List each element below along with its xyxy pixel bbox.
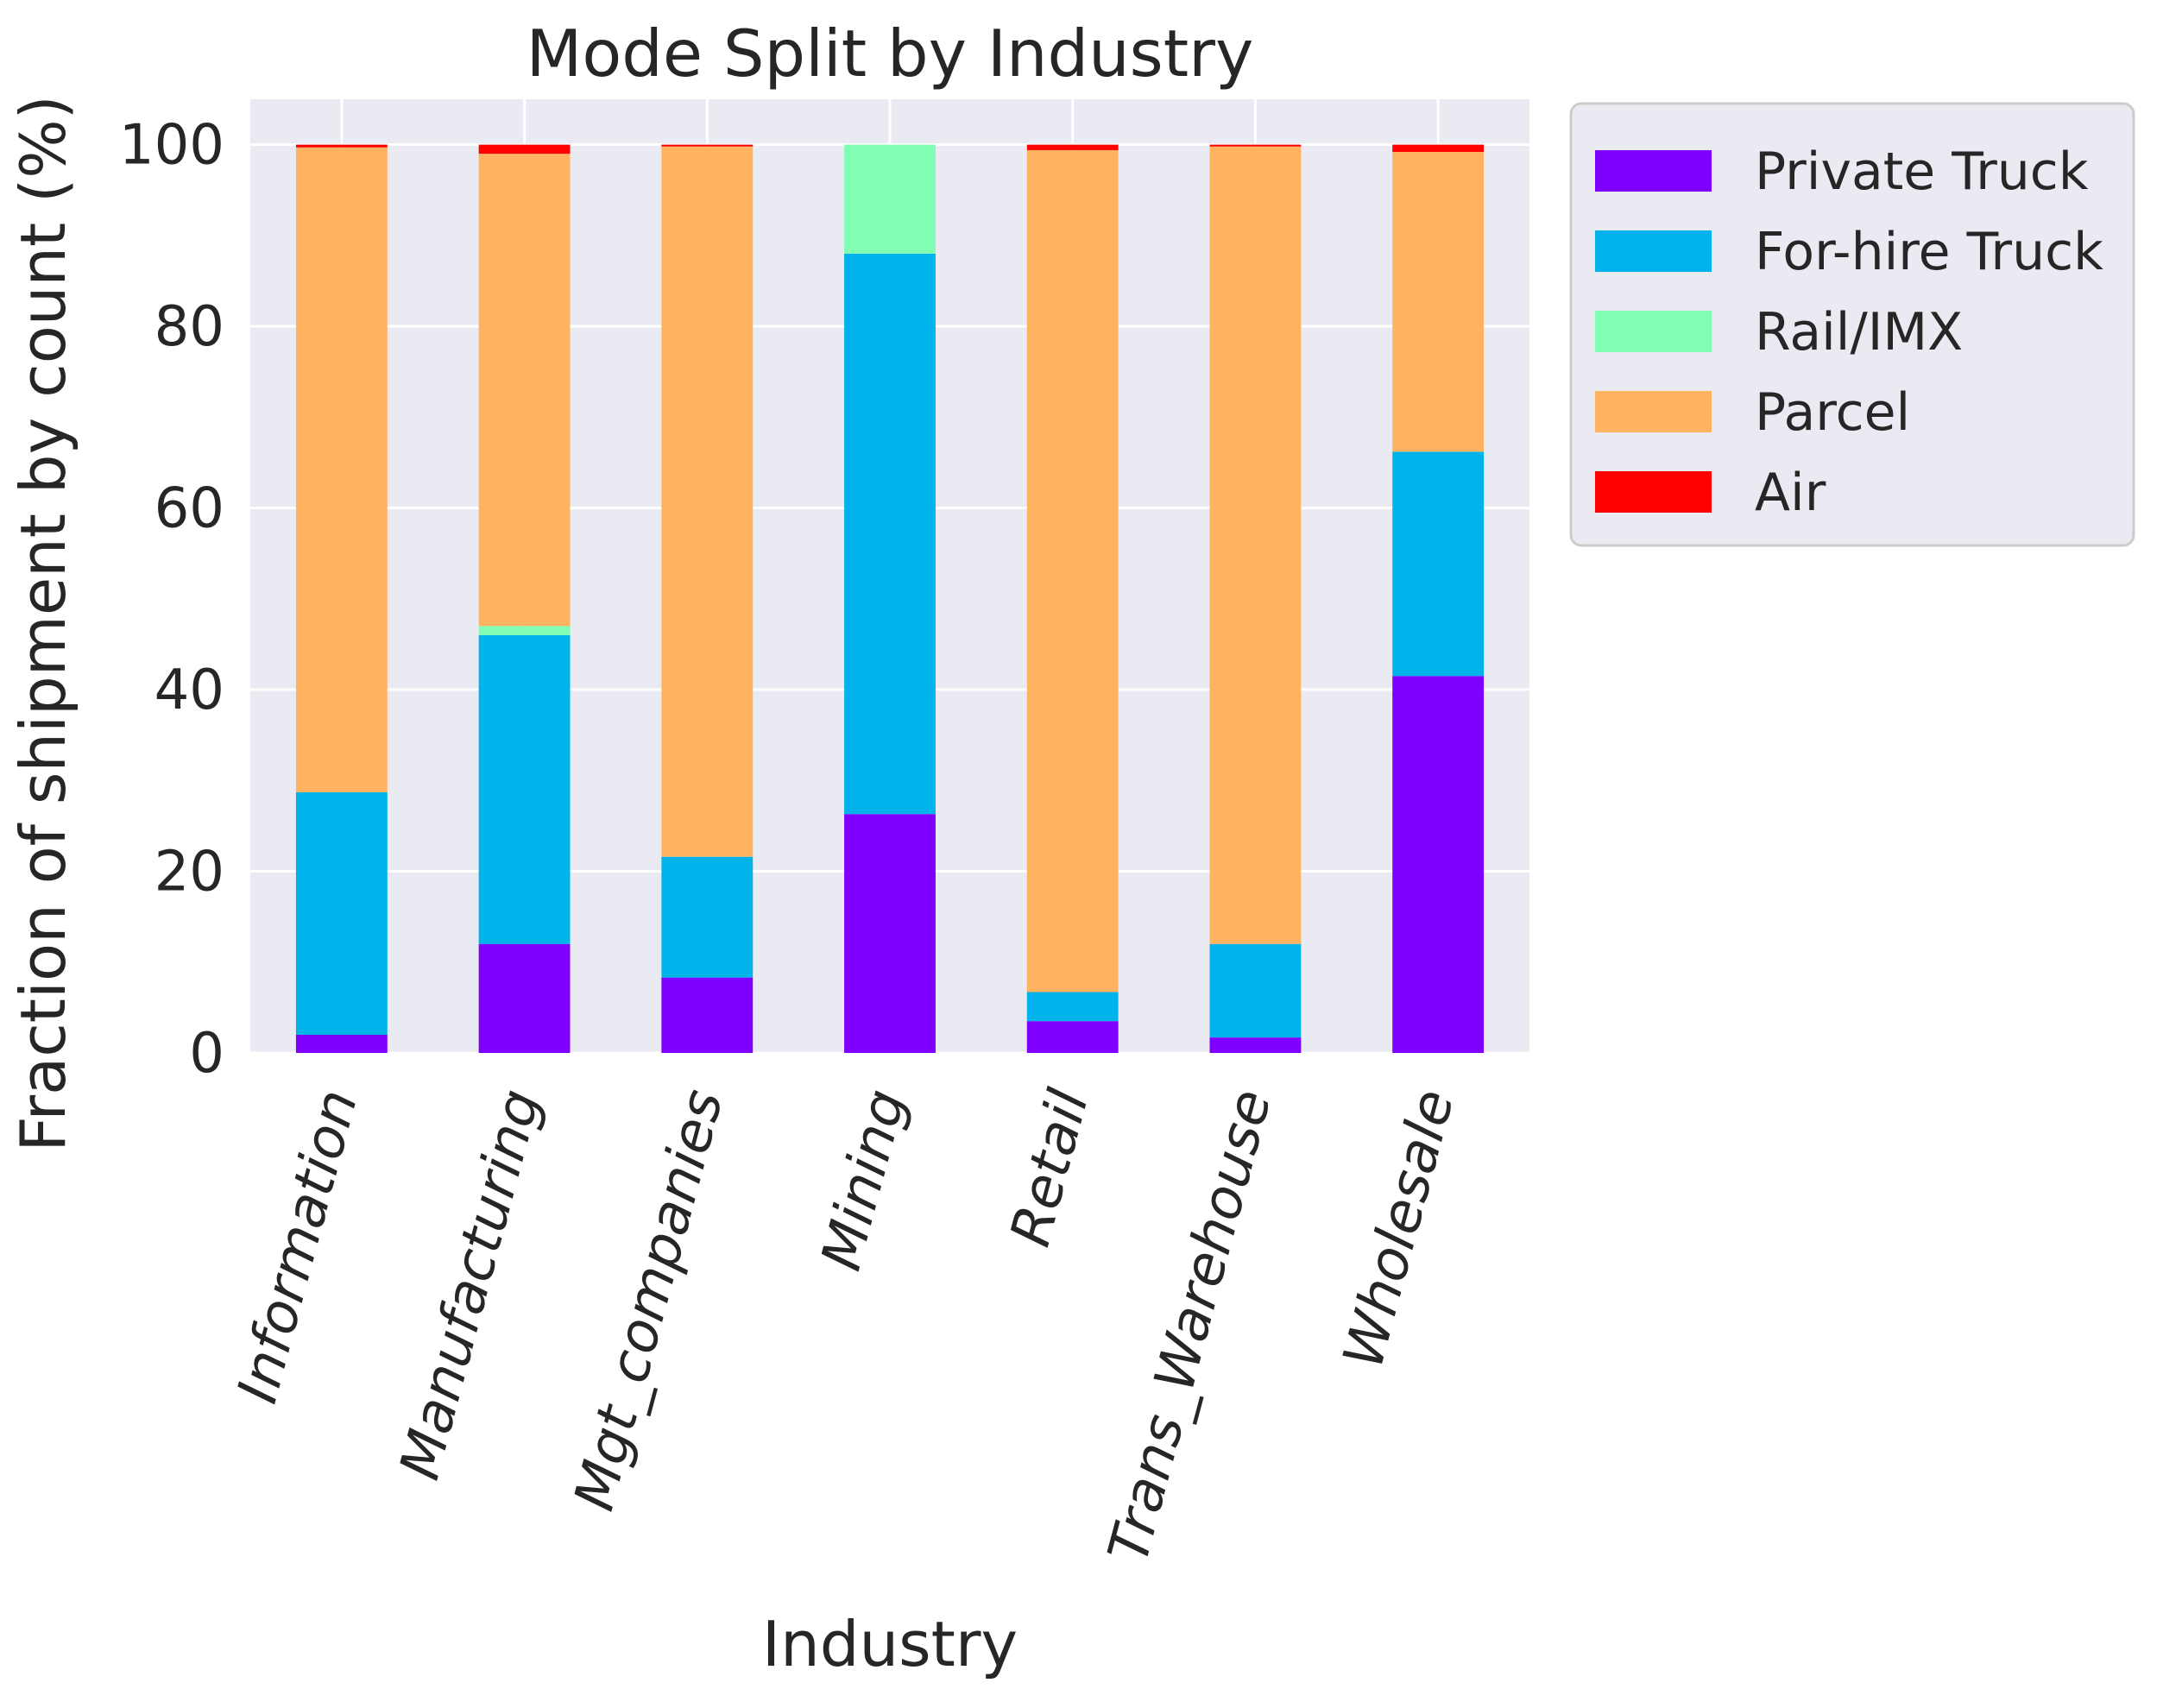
legend-swatch [1595,391,1712,432]
legend-swatch [1595,150,1712,192]
bar-segment [1209,1037,1302,1053]
bar-segment [1026,144,1119,150]
bar-segment [844,253,936,815]
bar-segment [1026,149,1119,993]
bar-segment [844,814,936,1053]
legend-label: Private Truck [1755,142,2089,202]
bar-segment [1392,451,1485,677]
y-tick-label: 40 [154,659,224,722]
bar-segment [1026,1021,1119,1053]
legend-swatch [1595,471,1712,513]
x-tick-label: Mgt_companies [563,1083,736,1517]
bar-segment [1209,943,1302,1038]
bar-segment [478,144,571,154]
y-tick-label: 0 [189,1022,224,1086]
bar-segment [1209,146,1302,944]
x-tick-label: Retail [999,1083,1101,1253]
bar-segment [478,626,571,635]
bar-segment [478,943,571,1053]
bar-segment [1392,144,1485,153]
y-tick-labels: 0 20 40 60 80 100 [119,114,224,1086]
y-axis-label: Fraction of shipment by count (%) [7,95,79,1151]
legend-label: Air [1755,463,1826,523]
legend-box [1569,102,2135,547]
bar-segment [1392,152,1485,452]
x-tick-labels: Information Manufacturing Mgt_companies Min… [226,1083,1467,1569]
bar-segment [661,856,754,978]
bar-segment [478,154,571,627]
legend-swatch [1595,230,1712,272]
x-tick-label: Mining [810,1083,918,1276]
legend-swatch [1595,311,1712,352]
y-tick-label: 80 [154,295,224,359]
x-tick-label: Manufacturing [388,1083,553,1486]
bar-segment [295,1034,388,1053]
x-tick-label: Wholesale [1332,1083,1467,1375]
legend-label: Rail/IMX [1755,302,1963,362]
bar-segment [661,146,754,857]
y-tick-label: 20 [154,841,224,904]
legend-label: Parcel [1755,382,1910,443]
y-tick-label: 60 [154,477,224,541]
legend: Private Truck For-hire Truck Rail/IMX Parce… [1569,102,2135,547]
x-tick-label: Information [226,1083,371,1409]
bar-segment [661,977,754,1053]
bar-segment [478,634,571,944]
bar-segment [295,791,388,1035]
bars [295,144,1485,1053]
legend-label: For-hire Truck [1755,222,2103,282]
x-axis-label: Industry [762,1608,1018,1680]
bar-segment [661,144,754,147]
bar-segment [1392,676,1485,1053]
bar-segment [295,147,388,792]
bar-segment [295,144,388,148]
chart-title: Mode Split by Industry [527,16,1254,91]
bar-segment [1026,992,1119,1022]
bar-segment [844,144,936,254]
y-tick-label: 100 [119,114,224,178]
x-tick-label: Trans_Warehouse [1097,1083,1284,1569]
bar-segment [1209,144,1302,147]
